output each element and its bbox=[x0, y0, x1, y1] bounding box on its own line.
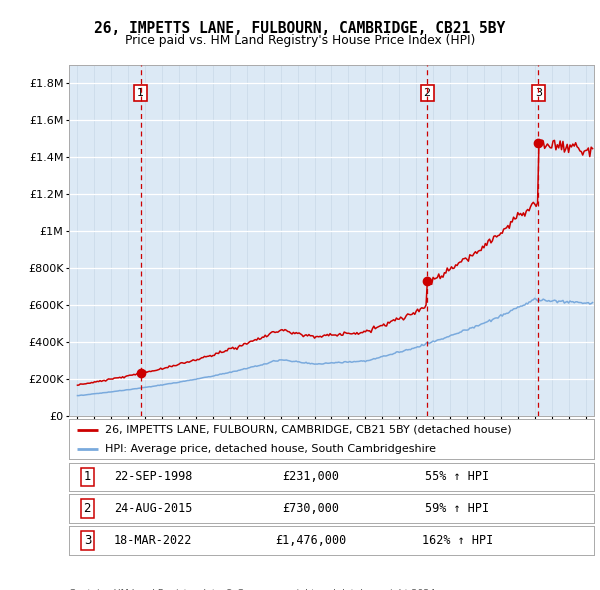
Text: 1: 1 bbox=[83, 470, 91, 483]
Text: 3: 3 bbox=[83, 534, 91, 547]
Text: £1,476,000: £1,476,000 bbox=[275, 534, 346, 547]
Text: 3: 3 bbox=[535, 87, 542, 97]
Text: 59% ↑ HPI: 59% ↑ HPI bbox=[425, 502, 490, 515]
Text: 26, IMPETTS LANE, FULBOURN, CAMBRIDGE, CB21 5BY (detached house): 26, IMPETTS LANE, FULBOURN, CAMBRIDGE, C… bbox=[105, 425, 511, 435]
Text: 26, IMPETTS LANE, FULBOURN, CAMBRIDGE, CB21 5BY: 26, IMPETTS LANE, FULBOURN, CAMBRIDGE, C… bbox=[94, 21, 506, 35]
Text: 24-AUG-2015: 24-AUG-2015 bbox=[114, 502, 192, 515]
Text: 2: 2 bbox=[424, 87, 431, 97]
Text: 1: 1 bbox=[137, 87, 144, 97]
Text: HPI: Average price, detached house, South Cambridgeshire: HPI: Average price, detached house, Sout… bbox=[105, 444, 436, 454]
Text: 18-MAR-2022: 18-MAR-2022 bbox=[114, 534, 192, 547]
Text: 2: 2 bbox=[83, 502, 91, 515]
Text: £231,000: £231,000 bbox=[282, 470, 339, 483]
Text: Contains HM Land Registry data © Crown copyright and database right 2024.: Contains HM Land Registry data © Crown c… bbox=[69, 589, 439, 590]
Text: Price paid vs. HM Land Registry's House Price Index (HPI): Price paid vs. HM Land Registry's House … bbox=[125, 34, 475, 47]
Text: 22-SEP-1998: 22-SEP-1998 bbox=[114, 470, 192, 483]
Text: 55% ↑ HPI: 55% ↑ HPI bbox=[425, 470, 490, 483]
Text: £730,000: £730,000 bbox=[282, 502, 339, 515]
Text: 162% ↑ HPI: 162% ↑ HPI bbox=[422, 534, 493, 547]
